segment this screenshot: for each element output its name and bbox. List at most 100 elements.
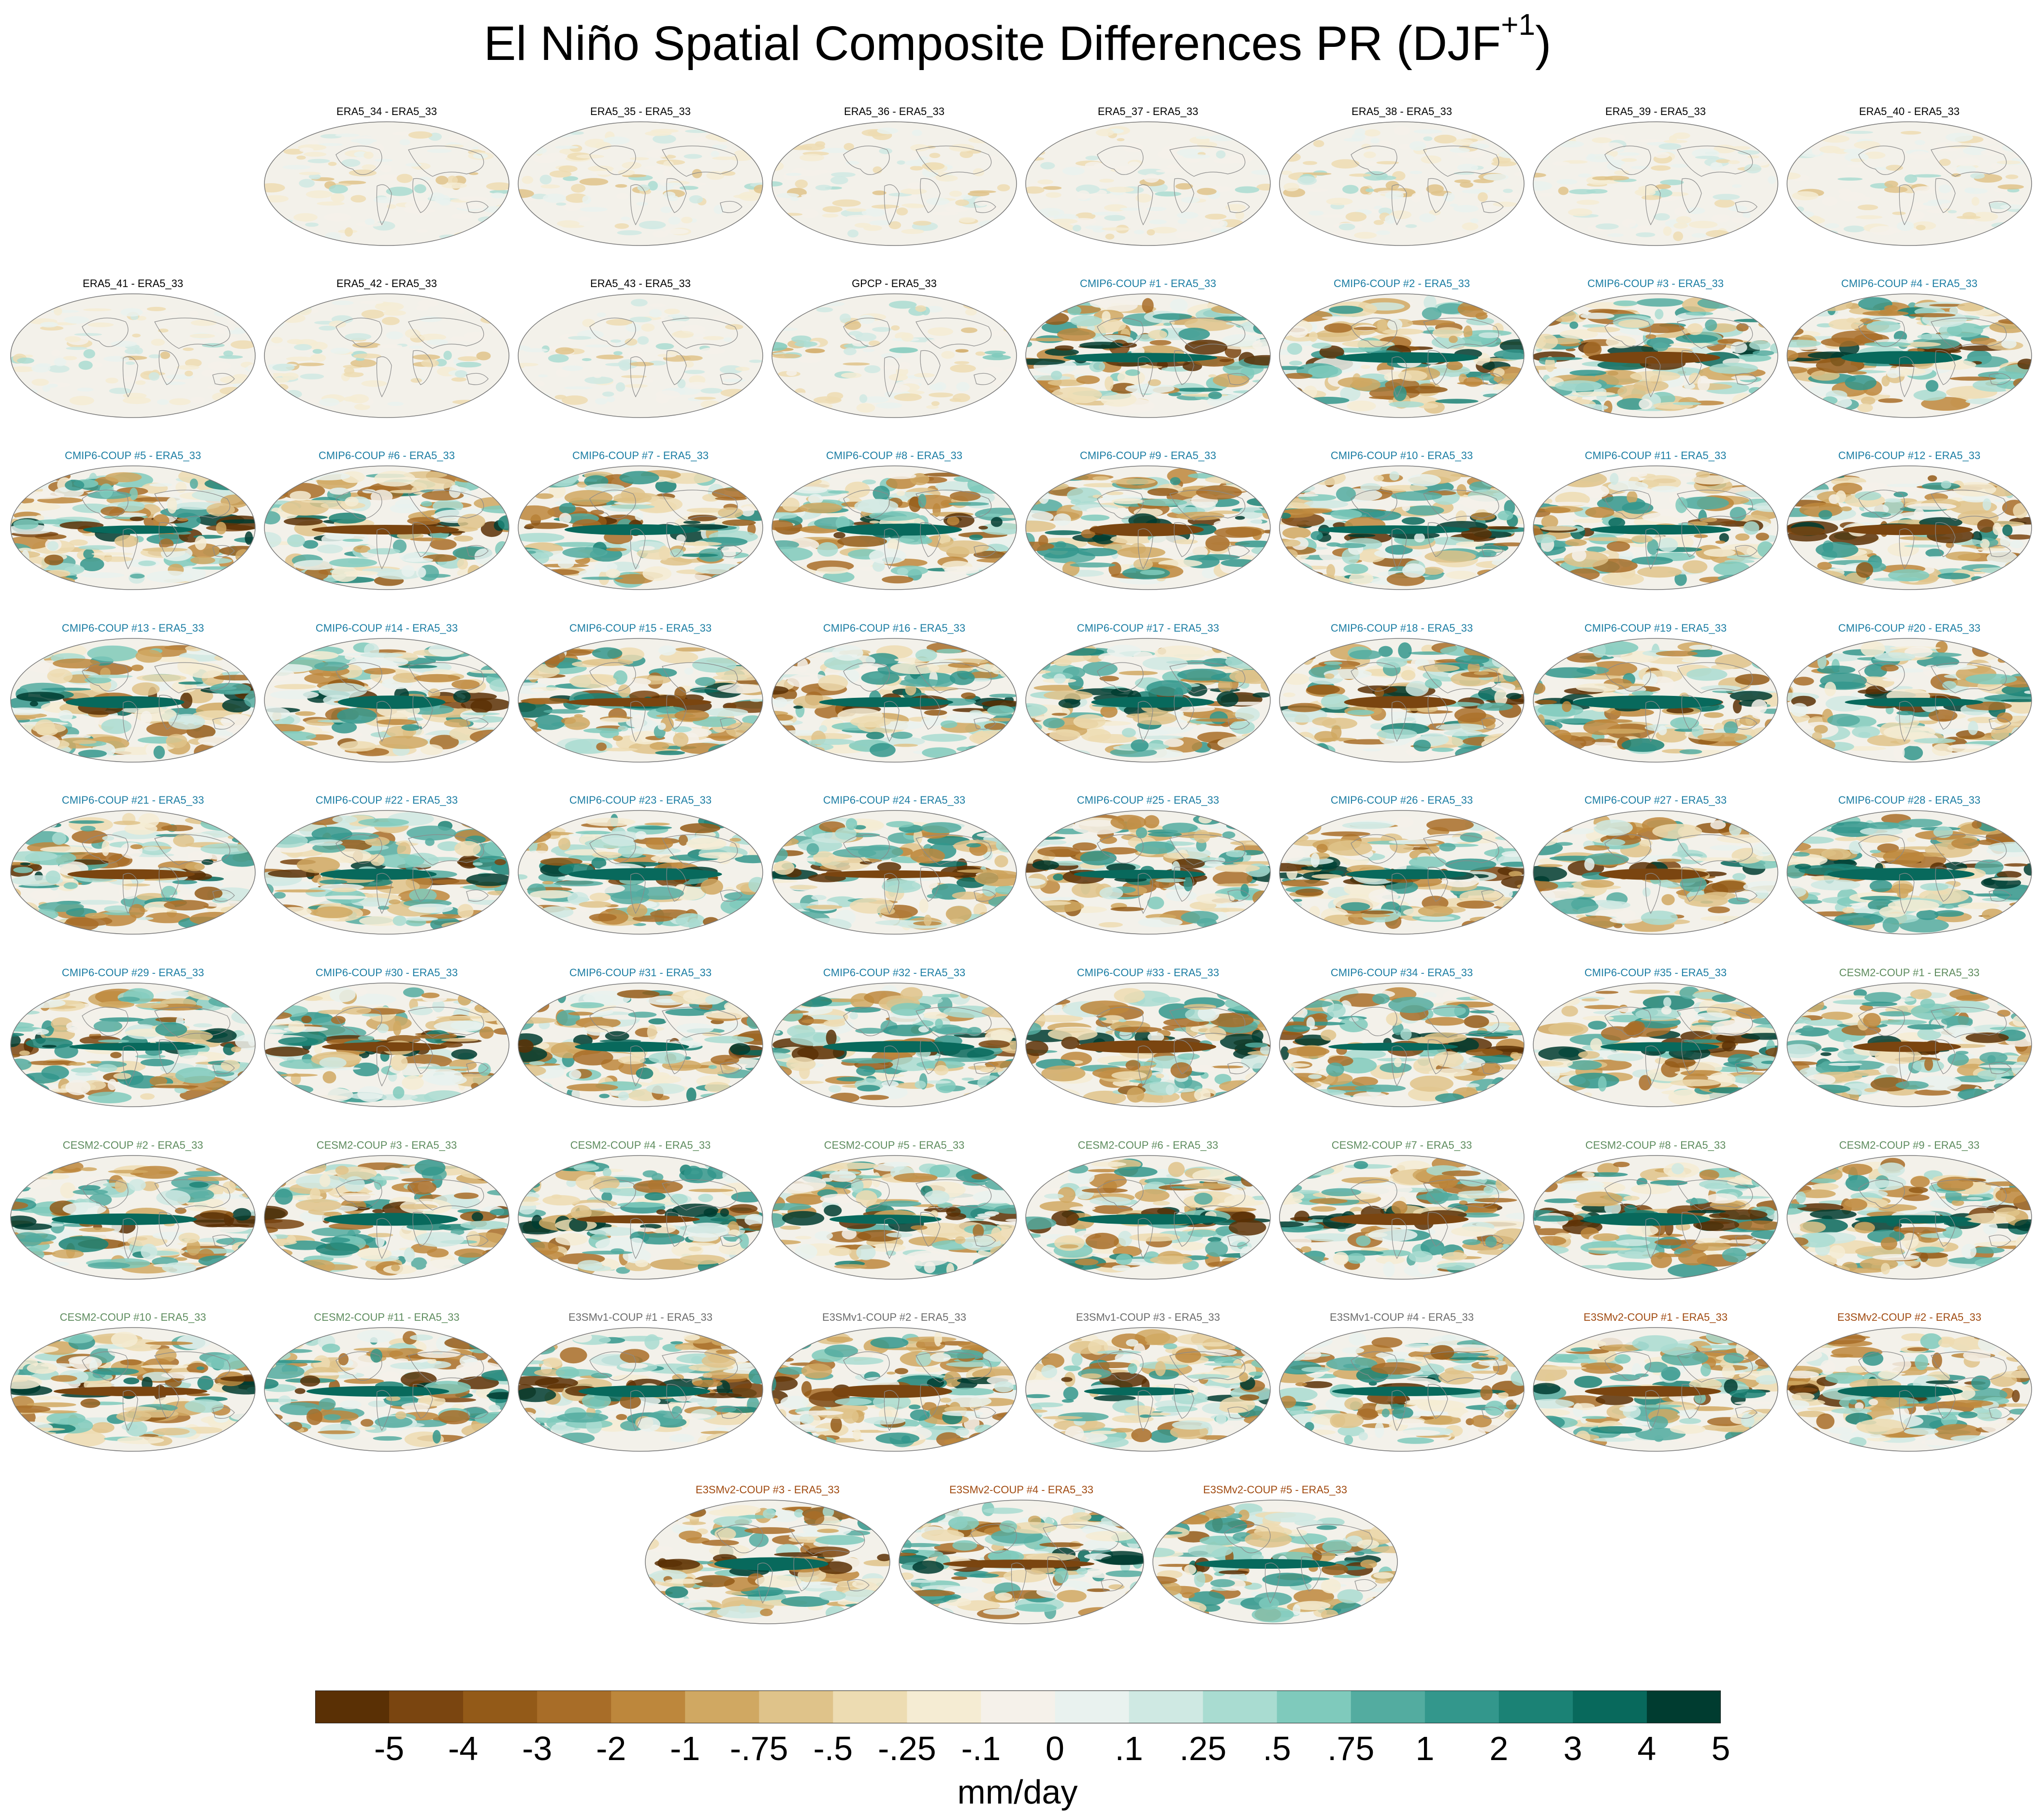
anomaly-patch (265, 664, 313, 673)
anomaly-patch (1736, 226, 1764, 231)
anomaly-patch (131, 682, 160, 696)
anomaly-patch (1787, 655, 1807, 661)
anomaly-patch (613, 670, 627, 685)
anomaly-patch (1752, 745, 1778, 759)
continent-outline (589, 318, 636, 347)
anomaly-patch (690, 687, 720, 693)
anomaly-patch (307, 159, 330, 163)
anomaly-patch (932, 211, 959, 216)
continent-outline (630, 528, 646, 570)
anomaly-patch (674, 709, 709, 722)
anomaly-patch (915, 649, 937, 662)
anomaly-patch (889, 347, 918, 353)
anomaly-patch (1345, 212, 1367, 222)
anomaly-patch (1617, 152, 1640, 156)
anomaly-patch (592, 647, 623, 659)
anomaly-patch (1578, 173, 1592, 178)
global-map (10, 638, 256, 763)
anomaly-patch (1709, 362, 1758, 374)
anomaly-patch (901, 332, 914, 342)
anomaly-patch (1026, 234, 1033, 239)
anomaly-patch (2002, 572, 2032, 585)
anomaly-patch (924, 472, 971, 477)
anomaly-patch (952, 708, 988, 712)
anomaly-patch (1424, 550, 1476, 563)
map-panel-title: CMIP6-COUP #4 - ERA5_33 (1841, 277, 1978, 289)
anomaly-patch (83, 549, 95, 559)
anomaly-patch (674, 647, 706, 652)
anomaly-patch (741, 506, 755, 517)
anomaly-patch (864, 365, 881, 374)
anomaly-patch (1131, 739, 1149, 752)
anomaly-patch (1046, 192, 1061, 198)
anomaly-patch (1787, 339, 1821, 348)
anomaly-patch (984, 350, 1006, 355)
anomaly-patch (44, 554, 64, 565)
map-panel-title: CMIP6-COUP #6 - ERA5_33 (318, 449, 455, 462)
anomaly-patch (721, 171, 736, 176)
anomaly-patch (330, 347, 350, 354)
anomaly-patch (1982, 498, 1991, 511)
anomaly-patch (1631, 556, 1673, 565)
anomaly-patch (555, 347, 574, 355)
anomaly-patch (693, 332, 705, 340)
anomaly-patch (1793, 677, 1814, 686)
anomaly-patch (125, 361, 135, 365)
map-panel-title: CMIP6-COUP #17 - ERA5_33 (1076, 622, 1220, 634)
anomaly-patch (349, 169, 377, 176)
anomaly-patch (776, 327, 798, 331)
anomaly-patch (1686, 311, 1714, 316)
anomaly-patch (1076, 375, 1100, 384)
anomaly-patch (616, 193, 629, 200)
anomaly-patch (1660, 179, 1684, 186)
anomaly-patch (2002, 143, 2026, 152)
anomaly-patch (954, 361, 970, 364)
global-map (1279, 638, 1525, 763)
anomaly-patch (1663, 226, 1672, 236)
anomaly-patch (1501, 316, 1524, 319)
anomaly-patch (1634, 188, 1656, 196)
anomaly-patch (946, 713, 991, 723)
anomaly-patch (153, 656, 192, 663)
anomaly-patch (994, 303, 1016, 308)
anomaly-patch (1548, 134, 1570, 144)
continent-outline (916, 662, 992, 693)
anomaly-patch (645, 130, 672, 136)
continent-outline (408, 318, 484, 349)
anomaly-patch (613, 492, 652, 504)
anomaly-patch (1861, 641, 1885, 657)
anomaly-patch (839, 313, 851, 323)
anomaly-patch (1844, 225, 1865, 232)
anomaly-patch (1409, 141, 1426, 151)
anomaly-patch (594, 374, 602, 378)
anomaly-patch (1280, 477, 1315, 485)
anomaly-patch (1310, 531, 1323, 540)
anomaly-patch (579, 178, 609, 186)
anomaly-patch (1370, 138, 1380, 144)
map-border (1279, 121, 1525, 246)
map-border (771, 121, 1017, 246)
anomaly-patch (1755, 135, 1768, 143)
anomaly-patch (2005, 174, 2019, 179)
anomaly-patch (1573, 404, 1609, 411)
anomaly-patch (663, 160, 674, 168)
anomaly-patch (885, 473, 916, 479)
anomaly-patch (1552, 730, 1571, 743)
anomaly-patch (772, 666, 784, 671)
anomaly-patch (1376, 161, 1399, 165)
continent-outline (1391, 528, 1407, 570)
anomaly-patch (1000, 475, 1016, 484)
anomaly-patch (386, 187, 413, 196)
anomaly-patch (915, 305, 927, 312)
anomaly-patch (938, 534, 951, 545)
continent-outline (335, 145, 382, 175)
anomaly-patch (808, 494, 823, 505)
continent-outline (1423, 490, 1499, 521)
anomaly-patch (1034, 301, 1062, 306)
anomaly-patch (725, 324, 743, 330)
anomaly-patch (973, 168, 985, 176)
anomaly-patch (947, 516, 959, 526)
anomaly-patch (722, 520, 756, 526)
anomaly-patch (1679, 749, 1702, 754)
anomaly-patch (949, 671, 975, 685)
